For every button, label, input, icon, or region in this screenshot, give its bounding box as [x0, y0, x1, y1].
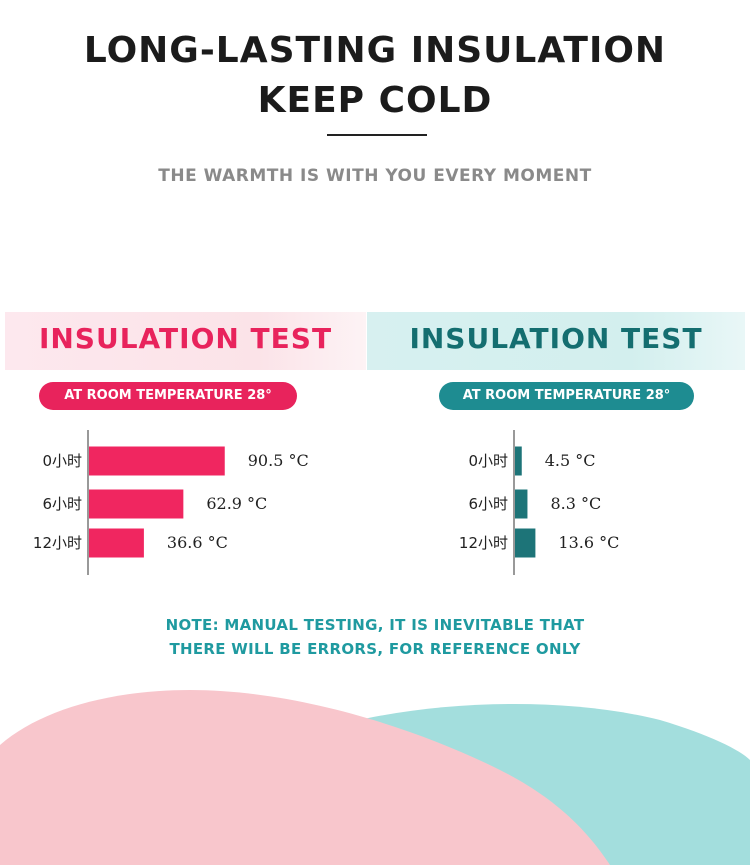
note-line-1: NOTE: MANUAL TESTING, IT IS INEVITABLE T…: [165, 616, 585, 634]
decorative-wave-background: [0, 690, 750, 865]
bar: [515, 528, 536, 558]
bar: [515, 489, 528, 519]
note-line-2: THERE WILL BE ERRORS, FOR REFERENCE ONLY: [169, 640, 581, 658]
category-label: 6小时: [468, 495, 508, 513]
bar: [515, 446, 522, 476]
data-label: 13.6 °C: [558, 533, 619, 552]
page-title-line-1: LONG-LASTING INSULATION: [83, 30, 667, 71]
data-label: 36.6 °C: [167, 533, 228, 552]
left-panel-heading-band: INSULATION TEST: [5, 312, 366, 370]
category-label: 12小时: [459, 534, 508, 552]
title-divider: [327, 134, 427, 136]
data-label: 4.5 °C: [545, 451, 596, 470]
category-label: 0小时: [468, 452, 508, 470]
right-panel-heading-band: INSULATION TEST: [367, 312, 745, 370]
page-subtitle: THE WARMTH IS WITH YOU EVERY MOMENT: [158, 166, 592, 186]
cold-insulation-chart: 0小时 4.5 °C 6小时 8.3 °C 12小时 13.6 °C: [459, 430, 619, 575]
bar: [89, 446, 225, 476]
left-room-temperature-badge: AT ROOM TEMPERATURE 28°: [39, 382, 297, 410]
left-panel-heading: INSULATION TEST: [38, 322, 333, 355]
pink-wave: [0, 690, 610, 865]
bar: [89, 489, 184, 519]
page-title-line-2: KEEP COLD: [257, 80, 493, 121]
right-panel-heading: INSULATION TEST: [409, 322, 703, 355]
data-label: 62.9 °C: [206, 494, 267, 513]
right-room-temperature-badge: AT ROOM TEMPERATURE 28°: [439, 382, 694, 410]
bar: [89, 528, 144, 558]
category-label: 12小时: [33, 534, 82, 552]
category-label: 0小时: [42, 452, 82, 470]
hot-insulation-chart: 0小时 90.5 °C 6小时 62.9 °C 12小时 36.6 °C: [33, 430, 309, 575]
data-label: 8.3 °C: [550, 494, 601, 513]
data-label: 90.5 °C: [248, 451, 309, 470]
category-label: 6小时: [42, 495, 82, 513]
